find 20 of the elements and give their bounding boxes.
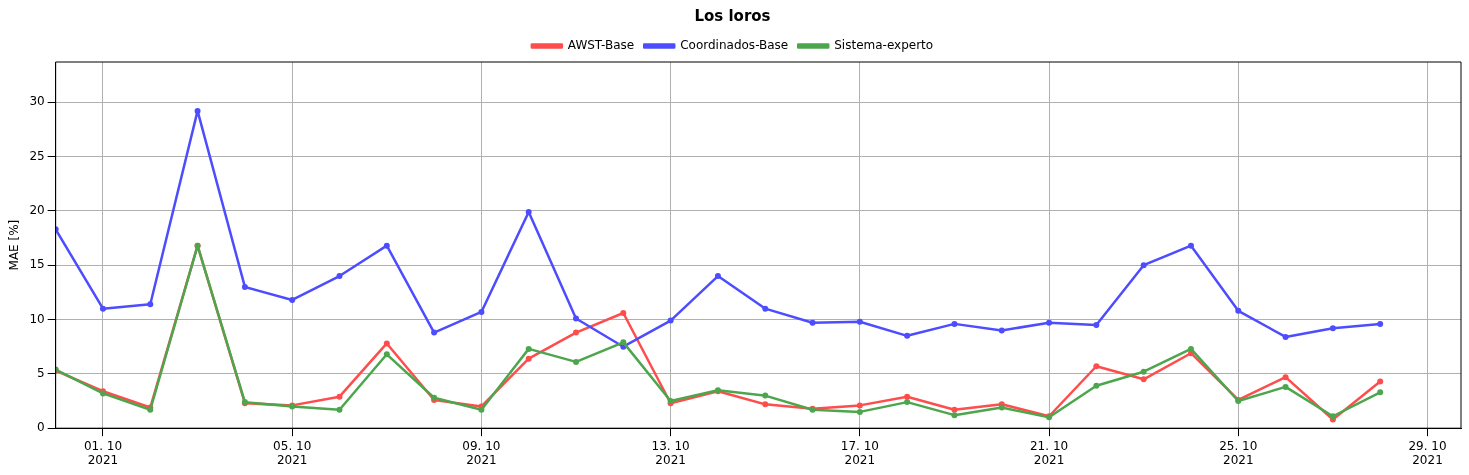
- x-tick-label: 17. 10 2021: [840, 438, 879, 467]
- y-tick-label: 30: [29, 94, 45, 109]
- y-tick-label: 5: [37, 365, 45, 380]
- x-tick-label: 29. 10 2021: [1408, 438, 1447, 467]
- x-tick-label: 05. 10 2021: [273, 438, 312, 467]
- x-tick-label: 21. 10 2021: [1029, 438, 1069, 467]
- x-tick-label: 01. 10 2021: [83, 438, 123, 467]
- y-tick-label: 25: [29, 148, 45, 163]
- y-tick-label: 15: [29, 257, 45, 272]
- y-tick-label: 0: [37, 420, 45, 435]
- y-axis-title: MAE [%]: [7, 219, 22, 271]
- legend-label: Sistema-experto: [834, 38, 934, 53]
- legend-label: AWST-Base: [567, 38, 635, 53]
- chart-title: Los loros: [694, 6, 771, 25]
- x-tick-label: 13. 10 2021: [651, 438, 690, 467]
- x-tick-label: 25. 10 2021: [1219, 438, 1258, 467]
- y-tick-label: 20: [29, 203, 45, 217]
- y-tick-label: 10: [29, 311, 45, 326]
- legend-label: Coordinados-Base: [680, 38, 789, 53]
- x-tick-label: 09. 10 2021: [462, 438, 501, 467]
